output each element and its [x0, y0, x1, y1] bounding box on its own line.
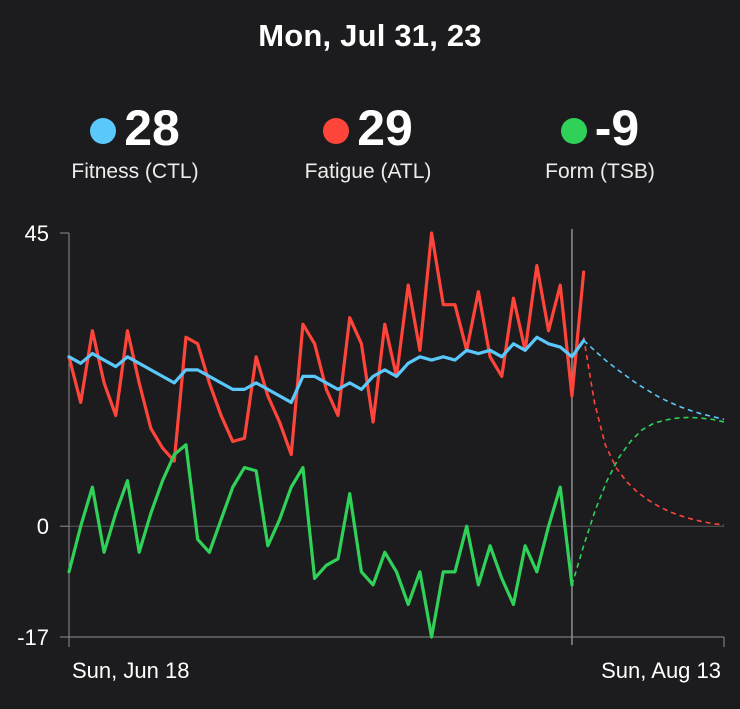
form-label: Form (TSB) [545, 160, 655, 183]
form-projection-line [571, 416, 725, 586]
fitness-metric: 28 Fitness (CTL) [35, 100, 235, 184]
y-tick-label: 0 [37, 514, 49, 539]
form-series-line [67, 443, 574, 639]
fatigue-value: 29 [357, 100, 413, 156]
fatigue-metric: 29 Fatigue (ATL) [268, 100, 468, 184]
fitness-dot-icon [90, 118, 117, 144]
y-tick-label: 45 [25, 221, 49, 246]
fitness-series-line [67, 335, 586, 405]
fitness-projection-line [583, 339, 725, 421]
metrics-summary: 28 Fitness (CTL) 29 Fatigue (ATL) -9 For… [0, 100, 740, 190]
form-value: -9 [594, 100, 640, 156]
x-tick-label: Sun, Aug 13 [601, 658, 721, 683]
form-dot-icon [560, 118, 587, 144]
fatigue-series-line [67, 231, 586, 463]
x-tick-label: Sun, Jun 18 [72, 658, 189, 683]
fatigue-projection-line [582, 337, 725, 526]
y-tick-label: -17 [17, 625, 49, 650]
fatigue-label: Fatigue (ATL) [304, 160, 432, 183]
form-metric: -9 Form (TSB) [500, 100, 700, 184]
date-title: Mon, Jul 31, 23 [258, 18, 482, 53]
fatigue-dot-icon [323, 118, 350, 144]
fitness-label: Fitness (CTL) [71, 160, 199, 183]
fitness-value: 28 [124, 100, 180, 156]
